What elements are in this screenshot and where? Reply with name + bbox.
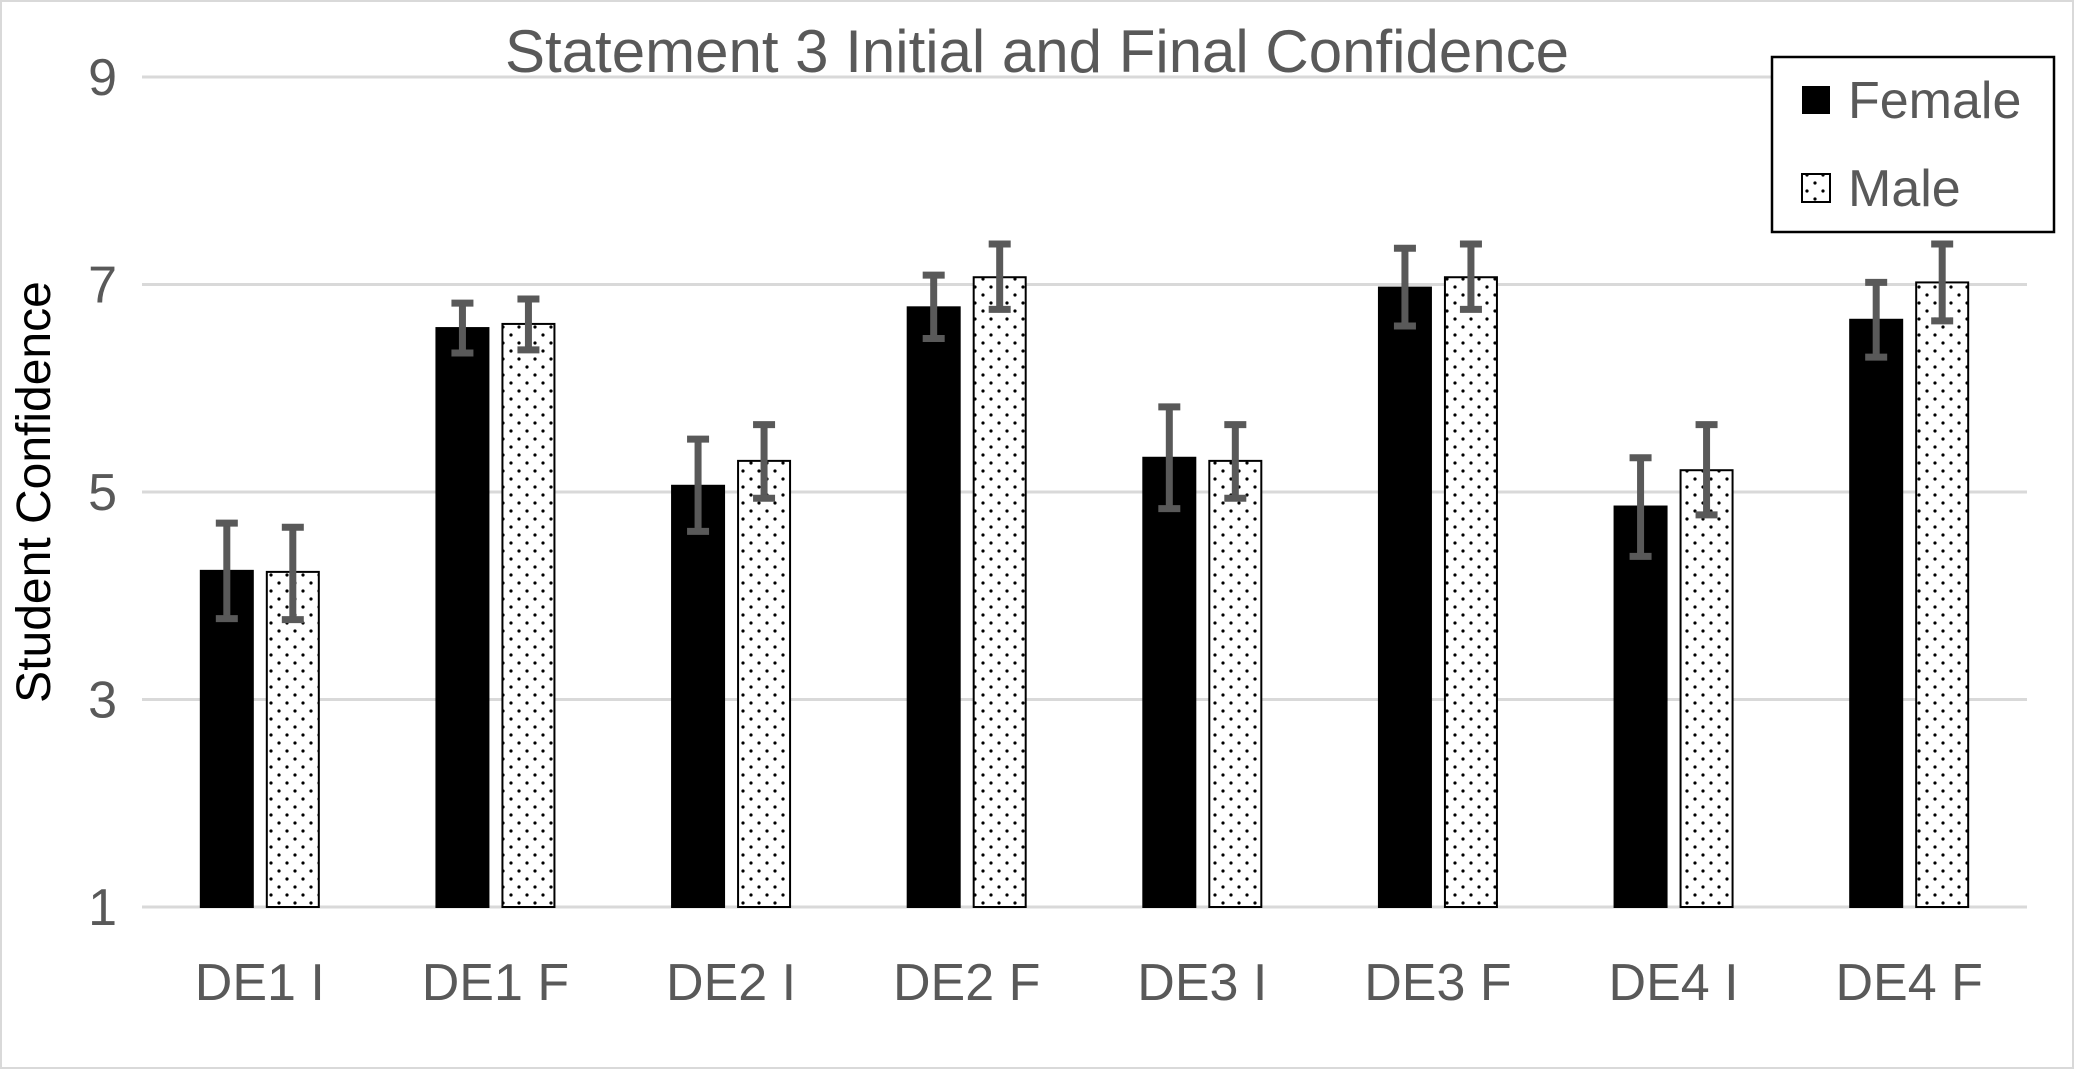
x-tick-label: DE3 I	[1137, 954, 1267, 1012]
y-axis-label: Student Confidence	[8, 281, 61, 703]
legend-swatch-male	[1801, 173, 1831, 203]
bar-male	[972, 276, 1027, 908]
error-bar-female	[922, 271, 945, 342]
x-tick-label: DE1 F	[422, 954, 569, 1012]
error-bar-female	[1158, 403, 1181, 513]
bar-female	[199, 569, 254, 908]
error-bar-female	[451, 299, 474, 357]
bar-female	[671, 484, 726, 908]
bar-male	[1915, 281, 1970, 908]
bar-male	[737, 459, 792, 908]
x-tick-label: DE4 F	[1836, 954, 1983, 1012]
y-tick-label: 5	[88, 464, 117, 522]
bar-male	[265, 570, 320, 908]
bar-female	[1142, 456, 1197, 908]
error-bar-female	[1393, 244, 1416, 330]
error-bar-male	[1224, 421, 1247, 502]
error-bar-male	[1459, 240, 1482, 313]
y-tick-label: 9	[88, 49, 117, 107]
bar-male	[501, 322, 556, 908]
x-tick-label: DE4 I	[1609, 954, 1739, 1012]
error-bar-male	[1695, 421, 1718, 519]
error-bar-female	[687, 435, 710, 535]
x-tick-label: DE2 F	[893, 954, 1040, 1012]
gridlines	[142, 75, 2027, 909]
bar-female	[906, 306, 961, 908]
bar-male	[1679, 469, 1734, 908]
x-tick-label: DE2 I	[666, 954, 796, 1012]
chart-title: Statement 3 Initial and Final Confidence	[505, 18, 1569, 85]
bar-female	[1377, 286, 1432, 908]
error-bar-female	[1629, 454, 1652, 560]
y-tick-label: 1	[88, 879, 117, 937]
error-bar-male	[1931, 240, 1954, 325]
y-tick-label: 7	[88, 257, 117, 315]
bar-male	[1208, 459, 1263, 908]
x-tick-labels: DE1 I DE1 F DE2 I DE2 F DE3 I DE3 F DE4 I DE4 F	[195, 954, 1983, 1012]
legend-label-male: Male	[1848, 160, 1961, 218]
y-tick-label: 3	[88, 672, 117, 730]
legend: Female Male	[1770, 55, 2056, 234]
bar-female	[435, 327, 490, 908]
x-tick-label: DE3 F	[1364, 954, 1511, 1012]
error-bar-female	[1865, 278, 1888, 361]
error-bar-male	[281, 523, 304, 624]
error-bar-male	[517, 295, 540, 354]
bars	[199, 276, 1970, 908]
legend-label-female: Female	[1848, 72, 2021, 130]
bar-female	[1613, 505, 1668, 908]
y-tick-labels: 1 3 5 7 9	[88, 49, 117, 937]
error-bars	[215, 240, 1954, 624]
error-bar-female	[215, 519, 238, 623]
bar-female	[1849, 318, 1904, 908]
x-tick-label: DE1 I	[195, 954, 325, 1012]
error-bar-male	[753, 421, 776, 502]
error-bar-male	[988, 240, 1011, 313]
bar-male	[1443, 276, 1498, 908]
legend-swatch-female	[1802, 86, 1830, 114]
